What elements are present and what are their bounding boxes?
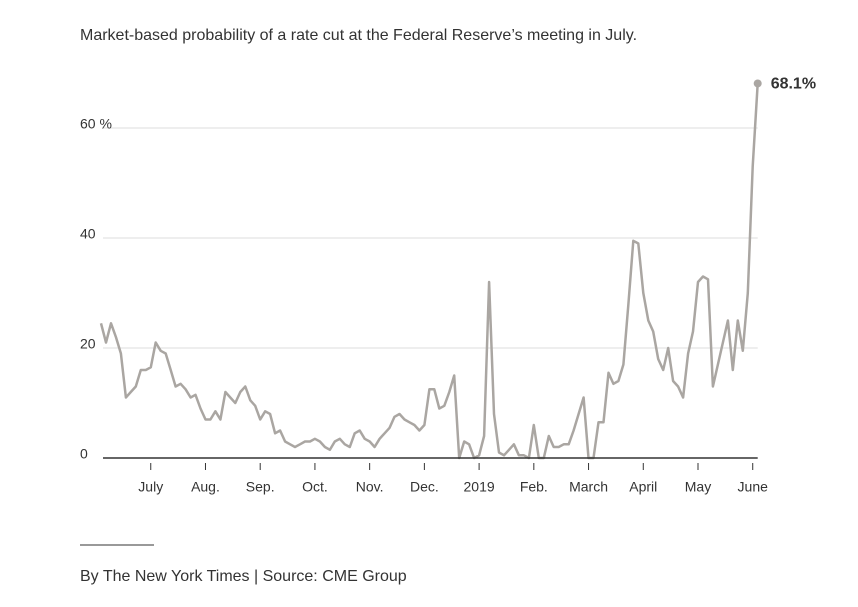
y-tick-label: 40 — [80, 226, 96, 242]
x-tick-label: March — [569, 479, 608, 495]
source: By The New York Times | Source: CME Grou… — [80, 568, 407, 585]
x-tick-label: Sep. — [246, 479, 275, 495]
x-tick-label: Aug. — [191, 479, 220, 495]
data-line — [99, 83, 759, 460]
x-tick-label: Oct. — [302, 479, 328, 495]
chart-title: Market-based probability of a rate cut a… — [80, 27, 637, 44]
x-tick-label: June — [738, 479, 769, 495]
x-tick-label: May — [685, 479, 711, 495]
y-tick-label: 60 % — [80, 116, 112, 132]
y-tick-label: 0 — [80, 446, 88, 462]
y-tick-label: 20 — [80, 336, 96, 352]
x-tick-label: 2019 — [464, 479, 495, 495]
x-tick-label: July — [138, 479, 163, 495]
x-tick-label: Nov. — [356, 479, 384, 495]
value-label: 68.1% — [771, 76, 816, 93]
x-tick-label: Feb. — [520, 479, 548, 495]
x-tick-label: Dec. — [410, 479, 439, 495]
x-tick-label: April — [629, 479, 657, 495]
end-dot — [753, 79, 762, 88]
